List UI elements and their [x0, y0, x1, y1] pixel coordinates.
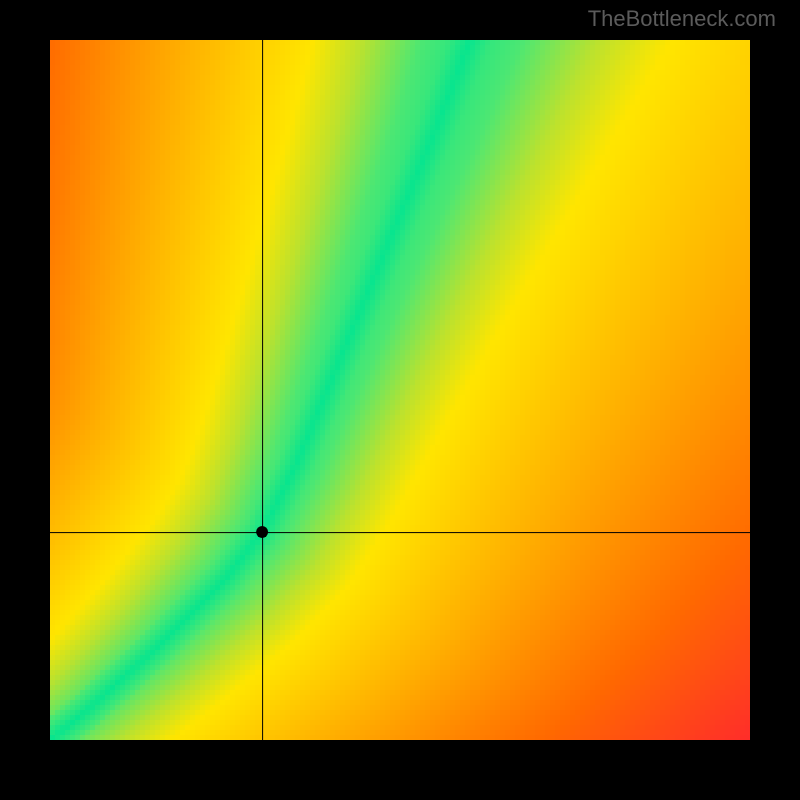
- watermark-text: TheBottleneck.com: [588, 6, 776, 32]
- bottleneck-heatmap: [50, 40, 750, 740]
